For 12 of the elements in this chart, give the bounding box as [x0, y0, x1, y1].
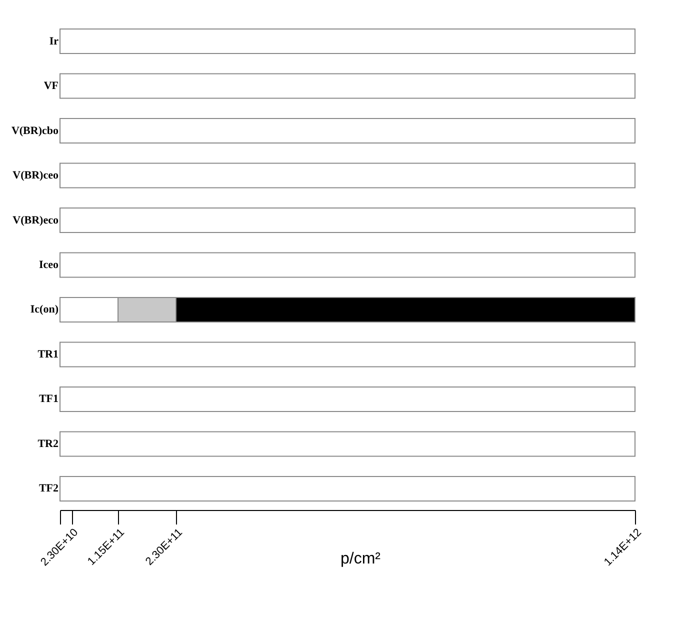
y-tick-label: TR1	[38, 348, 58, 360]
y-tick-label: Ir	[49, 35, 59, 48]
y-tick-label: Ic(on)	[30, 304, 59, 316]
y-tick-label: TR2	[38, 438, 59, 450]
y-tick-label: Iceo	[38, 259, 59, 271]
y-tick-label: V(BR)ceo	[12, 170, 59, 182]
y-tick-label: TF2	[38, 482, 59, 495]
y-tick-label: V(BR)eco	[12, 214, 59, 226]
y-tick-label: TF1	[38, 393, 58, 406]
x-axis-title: p/cm²	[340, 550, 382, 568]
y-tick-label: V(BR)cbo	[11, 124, 59, 137]
y-tick-label: VF	[44, 80, 59, 92]
